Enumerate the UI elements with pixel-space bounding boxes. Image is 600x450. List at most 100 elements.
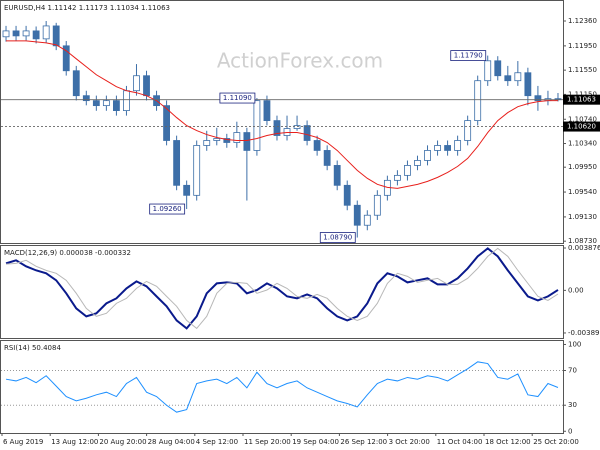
candle-body	[213, 138, 221, 141]
candle-body	[373, 194, 381, 216]
y-tick-label: 1.09130	[568, 213, 597, 221]
candle-body	[113, 100, 120, 111]
candle-body	[183, 184, 191, 196]
candle-body	[323, 150, 331, 166]
y-tick-label: 100	[568, 340, 581, 348]
panel-title: RSI(14) 50.4084	[4, 344, 61, 352]
candle-body	[32, 30, 40, 40]
candle-body	[203, 140, 211, 146]
candle-body	[123, 90, 130, 111]
candle-body	[434, 145, 441, 151]
candle-body	[424, 150, 431, 161]
x-tick-label: 26 Sep 12:00	[340, 438, 387, 446]
annotation-box	[219, 92, 256, 104]
y-tick-label: 1.11550	[568, 66, 597, 74]
candle-body	[303, 125, 311, 141]
annotation-label: 1.08790	[323, 234, 352, 242]
candle-body	[193, 145, 201, 196]
candle-body	[504, 75, 512, 82]
candle-body	[62, 45, 70, 72]
candle-body	[243, 132, 251, 151]
annotation-box	[319, 232, 356, 243]
price-label-box	[563, 94, 600, 105]
candle-body	[82, 95, 90, 102]
candle-body	[233, 132, 241, 143]
y-tick-label: 1.12360	[568, 17, 597, 25]
candle-body	[404, 165, 411, 176]
y-tick-label: 0.003876	[568, 244, 600, 252]
y-tick-label: 70	[568, 367, 577, 375]
candle-body	[484, 60, 492, 82]
macd-panel-frame	[0, 245, 564, 339]
rsi-panel-frame	[0, 340, 564, 434]
candle-body	[474, 80, 482, 122]
candle-body	[52, 25, 60, 47]
candle-body	[102, 100, 110, 107]
candle-body	[273, 120, 281, 136]
candle-body	[263, 100, 271, 122]
price-label-box	[563, 121, 600, 132]
annotation-label: 1.09260	[153, 205, 182, 213]
y-tick-label: 1.09950	[568, 163, 597, 171]
candle-body	[363, 214, 371, 226]
y-tick-label: 1.11950	[568, 42, 597, 50]
candle-body	[454, 140, 462, 151]
y-tick-label: 1.08730	[568, 237, 597, 245]
y-tick-label: 0.00	[568, 286, 584, 294]
candle-body	[534, 95, 542, 102]
x-tick-label: 18 Oct 12:00	[485, 438, 531, 446]
y-tick-label: 1.10740	[568, 115, 597, 123]
indicator-line	[5, 361, 559, 413]
candle-body	[514, 72, 522, 82]
y-tick-label: -0.003899	[568, 329, 600, 337]
candle-body	[173, 140, 181, 186]
annotation-label: 1.11090	[223, 94, 252, 102]
candle-body	[313, 140, 321, 151]
x-tick-label: 28 Aug 04:00	[148, 438, 195, 446]
x-tick-label: 20 Aug 20:00	[99, 438, 146, 446]
candle-body	[494, 60, 502, 77]
candle-body	[283, 128, 291, 136]
candle-body	[343, 184, 351, 206]
moving-average	[6, 40, 558, 189]
candle-body	[414, 160, 421, 166]
annotation-box	[149, 203, 186, 215]
x-tick-label: 4 Sep 12:00	[196, 438, 238, 446]
y-tick-label: 1.10340	[568, 140, 597, 148]
watermark: ActionForex.com	[217, 49, 383, 73]
y-tick-label: 30	[568, 401, 577, 409]
annotation-box	[450, 50, 487, 61]
candle-body	[72, 70, 80, 97]
x-tick-label: 25 Oct 20:00	[533, 438, 579, 446]
y-tick-label: 1.11150	[568, 90, 597, 98]
x-tick-label: 11 Sep 20:00	[244, 438, 291, 446]
y-tick-label: 1.09540	[568, 188, 597, 196]
x-tick-label: 3 Oct 20:00	[389, 438, 430, 446]
candle-body	[464, 120, 472, 141]
candle-body	[353, 204, 361, 226]
x-tick-label: 11 Oct 04:00	[437, 438, 483, 446]
annotation-label: 1.11790	[454, 52, 483, 60]
candle-body	[143, 75, 150, 97]
x-tick-label: 13 Aug 12:00	[51, 438, 98, 446]
candle-body	[163, 105, 170, 141]
candle-body	[2, 30, 10, 38]
candle-body	[253, 100, 261, 151]
candle-body	[393, 174, 401, 181]
indicator-line	[5, 247, 559, 330]
candle-body	[133, 75, 140, 92]
candle-body	[444, 145, 452, 151]
x-tick-label: 19 Sep 04:00	[292, 438, 339, 446]
candle-body	[293, 125, 301, 129]
candle-body	[92, 100, 100, 107]
price-label: 1.11063	[567, 96, 596, 104]
candle-body	[42, 25, 50, 40]
candle-body	[333, 165, 341, 186]
candle-body	[524, 72, 532, 97]
x-tick-label: 6 Aug 2019	[3, 438, 43, 446]
panel-title: EURUSD,H4 1.11142 1.11173 1.11034 1.1106…	[4, 4, 170, 12]
indicator-line	[5, 247, 559, 330]
y-tick-label: 0	[568, 427, 572, 435]
price-label: 1.10620	[567, 123, 596, 131]
